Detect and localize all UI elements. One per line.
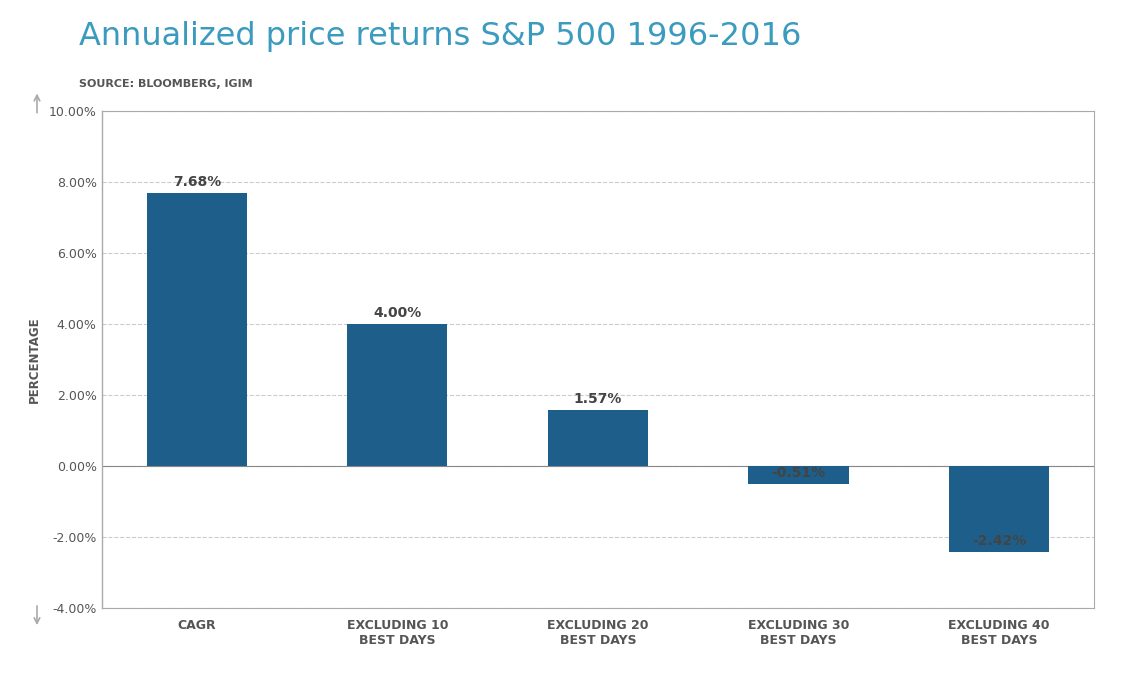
Text: 4.00%: 4.00%: [373, 305, 422, 319]
Text: -2.42%: -2.42%: [972, 533, 1026, 548]
Text: Annualized price returns S&P 500 1996-2016: Annualized price returns S&P 500 1996-20…: [79, 21, 801, 52]
Text: SOURCE: BLOOMBERG, IGIM: SOURCE: BLOOMBERG, IGIM: [79, 79, 253, 89]
Bar: [748, 466, 848, 484]
Y-axis label: PERCENTAGE: PERCENTAGE: [27, 316, 41, 403]
Text: -0.51%: -0.51%: [772, 466, 826, 480]
Text: 1.57%: 1.57%: [574, 392, 622, 406]
Bar: [548, 410, 647, 466]
Bar: [147, 193, 247, 466]
Bar: [347, 324, 448, 466]
Bar: [949, 466, 1049, 552]
Text: 7.68%: 7.68%: [173, 175, 221, 189]
